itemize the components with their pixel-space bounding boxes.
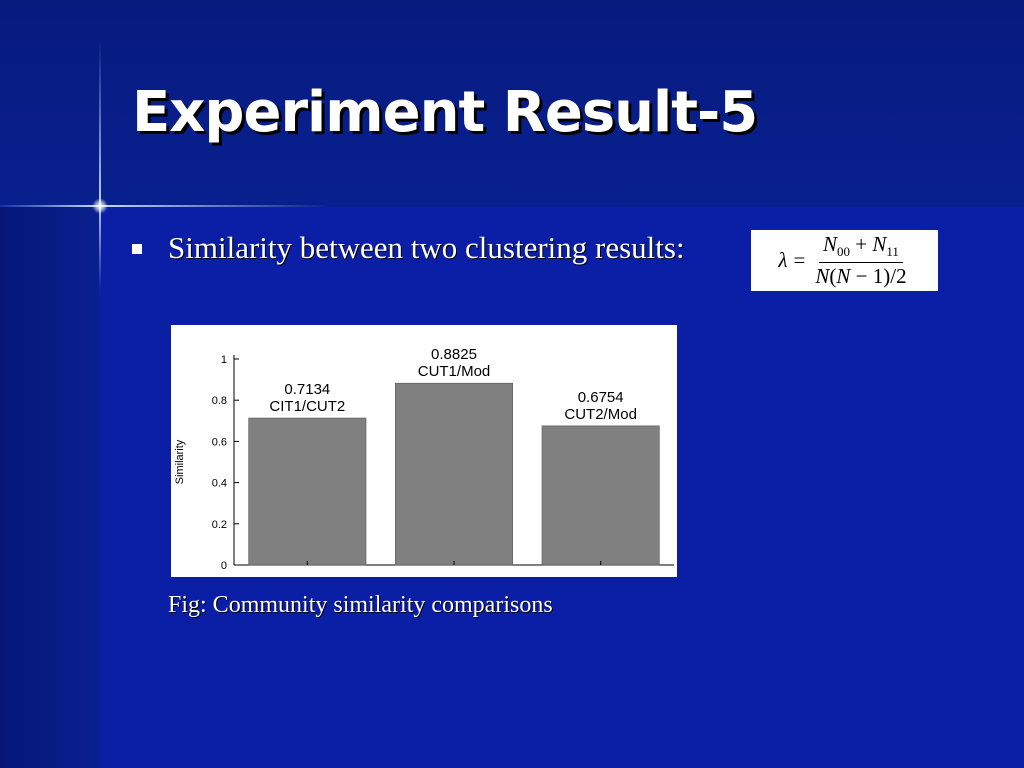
formula-num-sub2: 11 bbox=[886, 244, 899, 260]
left-band bbox=[0, 207, 99, 768]
bar-category-label: CUT1/Mod bbox=[418, 363, 491, 380]
bar-value-label: 0.8825 bbox=[431, 346, 477, 363]
formula-num-sub1: 00 bbox=[837, 244, 851, 260]
y-tick-label: 0 bbox=[221, 560, 227, 572]
bar-category-label: CIT1/CUT2 bbox=[269, 398, 345, 415]
similarity-bar-chart: 0 0.2 0.4 0.6 0.8 1 Similarity 0.7134 CIT1/CUT2 0… bbox=[171, 325, 677, 577]
y-tick-label: 0.8 bbox=[212, 395, 227, 407]
formula-den-n1: N bbox=[815, 263, 830, 288]
y-tick-label: 0.4 bbox=[212, 478, 227, 490]
formula-equals: = bbox=[793, 248, 806, 272]
formula-num-n1: N bbox=[823, 232, 838, 257]
bar-cut2-mod bbox=[541, 425, 660, 566]
title-band bbox=[0, 0, 1024, 207]
sparkle-icon bbox=[92, 198, 108, 214]
decorative-vertical-line bbox=[99, 40, 101, 290]
y-tick-label: 1 bbox=[221, 354, 227, 366]
bullet-square-icon bbox=[132, 244, 142, 254]
formula-den-rest: − 1)/2 bbox=[850, 263, 907, 288]
formula-plus: + bbox=[855, 232, 868, 257]
figure-caption: Fig: Community similarity comparisons bbox=[168, 592, 553, 618]
bar-value-label: 0.6754 bbox=[578, 389, 624, 406]
slide-title: Experiment Result-5 bbox=[132, 80, 758, 145]
decorative-horizontal-line bbox=[0, 205, 330, 207]
bar-value-label: 0.7134 bbox=[284, 381, 330, 398]
bar-cut1-mod bbox=[395, 382, 513, 566]
bullet-text: Similarity between two clustering result… bbox=[168, 230, 685, 265]
formula-den-open: ( bbox=[829, 263, 837, 288]
formula-den-n2: N bbox=[836, 263, 851, 288]
formula-numerator: N00 + N11 bbox=[819, 232, 903, 263]
formula-num-n2: N bbox=[872, 232, 887, 257]
formula-lambda: λ bbox=[778, 248, 788, 272]
y-tick-label: 0.2 bbox=[212, 519, 227, 531]
bar-cit1-cut2 bbox=[248, 417, 367, 566]
formula-denominator: N(N − 1)/2 bbox=[811, 263, 910, 289]
bar-category-label: CUT2/Mod bbox=[564, 406, 637, 423]
y-axis-label: Similarity bbox=[174, 439, 186, 484]
formula-fraction: N00 + N11 N(N − 1)/2 bbox=[811, 232, 910, 288]
y-tick-label: 0.6 bbox=[212, 436, 227, 448]
similarity-formula: λ = N00 + N11 N(N − 1)/2 bbox=[751, 230, 938, 291]
